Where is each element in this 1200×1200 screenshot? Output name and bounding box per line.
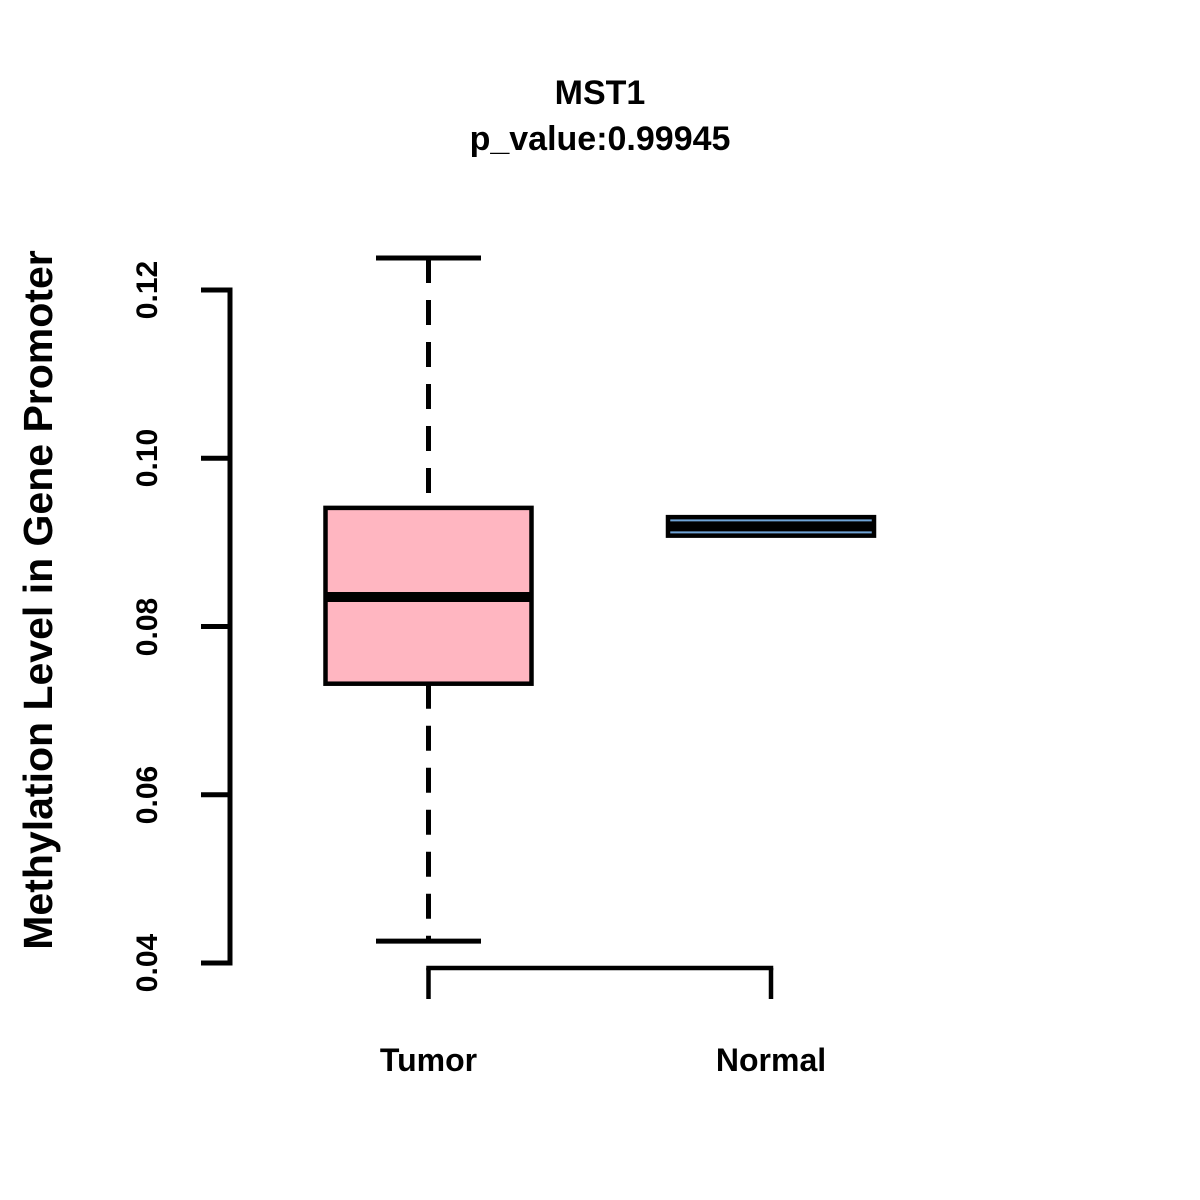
y-tick-label: 0.10 (131, 429, 164, 488)
x-category-label-tumor: Tumor (379, 1042, 478, 1078)
chart-title: MST1 (554, 74, 646, 112)
y-tick-label: 0.04 (131, 933, 164, 993)
y-tick-label: 0.08 (131, 597, 164, 656)
y-tick-label: 0.06 (131, 765, 164, 824)
y-axis-label: Methylation Level in Gene Promoter (15, 250, 61, 950)
x-category-label-normal: Normal (715, 1042, 827, 1078)
y-tick-label: 0.12 (131, 260, 164, 320)
chart-subtitle: p_value:0.99945 (469, 120, 731, 158)
title-block: MST1 p_value:0.99945 (0, 70, 1200, 162)
